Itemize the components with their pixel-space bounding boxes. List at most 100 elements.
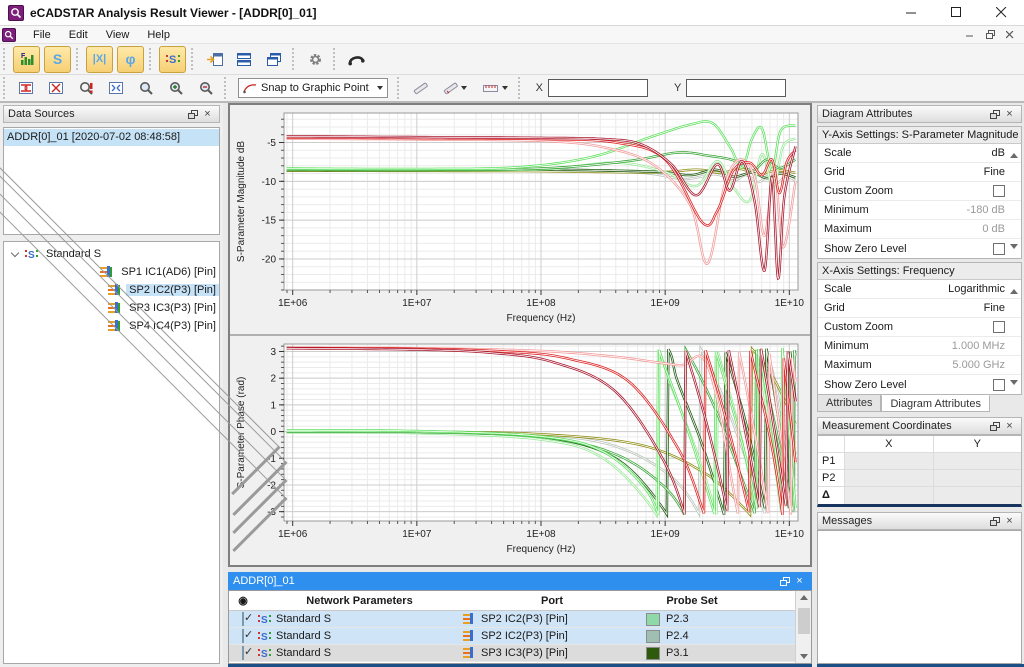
- svg-text:S: S: [261, 615, 268, 625]
- diagram-window: 1E+061E+071E+081E+091E+10-5-10-15-20Freq…: [228, 103, 812, 567]
- scroll-up-icon[interactable]: [1010, 289, 1018, 294]
- scroll-up-icon[interactable]: [1010, 153, 1018, 158]
- panel-float-button[interactable]: [987, 514, 1002, 528]
- attr-row-minimum[interactable]: Minimum1.000 MHz: [818, 337, 1021, 356]
- menu-edit[interactable]: Edit: [60, 26, 97, 44]
- zoom-selection-icon[interactable]: [73, 76, 99, 100]
- maximize-button[interactable]: [934, 0, 979, 25]
- panel-float-button[interactable]: [987, 419, 1002, 433]
- messages-title: Messages: [822, 515, 987, 527]
- minimize-button[interactable]: [889, 0, 934, 25]
- attr-row-scale[interactable]: ScaledB: [818, 144, 1021, 163]
- zoom-in-icon[interactable]: [163, 76, 189, 100]
- menu-view[interactable]: View: [97, 26, 139, 44]
- settings-gear-icon[interactable]: [302, 47, 328, 71]
- app-icon: [8, 5, 24, 21]
- magnitude-button[interactable]: |X|: [86, 46, 113, 73]
- scroll-down-icon[interactable]: [800, 654, 808, 659]
- diagram-attributes-title: Diagram Attributes: [822, 108, 987, 120]
- mdi-restore-button[interactable]: [980, 27, 1000, 42]
- axis-tick-label: 1E+10: [775, 298, 805, 309]
- scroll-up-icon[interactable]: [800, 595, 808, 600]
- toolbar-grip: [333, 48, 338, 70]
- custom-zoom-checkbox[interactable]: [993, 321, 1005, 333]
- attr-row-maximum[interactable]: Maximum0 dB: [818, 220, 1021, 239]
- panel-float-button[interactable]: [777, 574, 792, 588]
- chevron-down-icon: [377, 86, 383, 90]
- attr-row-custom-zoom[interactable]: Custom Zoom: [818, 318, 1021, 337]
- panel-float-button[interactable]: [185, 107, 200, 121]
- scroll-down-icon[interactable]: [1010, 244, 1018, 249]
- y-axis-settings-header: Y-Axis Settings: S-Parameter Magnitude: [818, 127, 1021, 144]
- zoom-out-icon[interactable]: [193, 76, 219, 100]
- measurement-coordinates-panel: Measurement Coordinates × XY P1 P2 Δ: [817, 417, 1022, 507]
- zoom-window-icon[interactable]: [133, 76, 159, 100]
- panel-close-icon[interactable]: ×: [1002, 107, 1017, 121]
- s-parameter-button[interactable]: S: [44, 46, 71, 73]
- measure-distance-icon[interactable]: [407, 76, 433, 100]
- attr-row-grid[interactable]: GridFine: [818, 299, 1021, 318]
- fit-all-icon[interactable]: [43, 76, 69, 100]
- row-checkbox[interactable]: [242, 646, 244, 660]
- tree-item-label[interactable]: SP2 IC2(P3) [Pin]: [126, 284, 219, 296]
- table-scrollbar[interactable]: [795, 591, 811, 663]
- axis-tick-label: 1E+09: [651, 529, 681, 540]
- fit-view-icon[interactable]: [103, 76, 129, 100]
- panel-close-icon[interactable]: ×: [1002, 514, 1017, 528]
- show-zero-checkbox[interactable]: [993, 243, 1005, 255]
- close-button[interactable]: [979, 0, 1024, 25]
- show-diagram-button[interactable]: F: [13, 46, 40, 73]
- magnitude-chart[interactable]: 1E+061E+071E+081E+091E+10-5-10-15-20Freq…: [230, 105, 810, 334]
- menu-help[interactable]: Help: [138, 26, 179, 44]
- column-port: Port: [462, 595, 642, 607]
- snap-mode-select[interactable]: Snap to Graphic Point: [238, 78, 388, 98]
- attr-row-grid[interactable]: GridFine: [818, 163, 1021, 182]
- toolbar-grip: [224, 77, 229, 99]
- table-row[interactable]: SStandard S SP2 IC2(P3) [Pin] P2.4: [229, 628, 795, 645]
- tree-item-label[interactable]: SP1 IC1(AD6) [Pin]: [118, 266, 219, 278]
- attr-row-scale[interactable]: ScaleLogarithmic: [818, 280, 1021, 299]
- phase-chart[interactable]: 1E+061E+071E+081E+091E+103210-1-2-3Frequ…: [230, 336, 810, 565]
- mdi-close-button[interactable]: [1000, 27, 1020, 42]
- document-icon[interactable]: [2, 28, 16, 42]
- cell-probe: P3.1: [666, 647, 689, 659]
- cascade-windows-icon[interactable]: [261, 47, 287, 71]
- attr-row-minimum[interactable]: Minimum-180 dB: [818, 201, 1021, 220]
- fit-height-icon[interactable]: [13, 76, 39, 100]
- table-row[interactable]: SStandard S SP2 IC2(P3) [Pin] P2.3: [229, 611, 795, 628]
- measure-mode-dropdown[interactable]: [437, 76, 473, 100]
- row-checkbox[interactable]: [242, 629, 244, 643]
- menu-bar: File Edit View Help: [0, 26, 1024, 44]
- list-item-addr01[interactable]: ADDR[0]_01 [2020-07-02 08:48:58]: [4, 129, 219, 146]
- tile-horizontal-icon[interactable]: [231, 47, 257, 71]
- table-row[interactable]: SStandard S SP3 IC3(P3) [Pin] P3.1: [229, 645, 795, 662]
- panel-close-icon[interactable]: ×: [792, 574, 807, 588]
- phase-button[interactable]: φ: [117, 46, 144, 73]
- row-checkbox[interactable]: [242, 612, 244, 626]
- ruler-horizontal-dropdown[interactable]: [477, 76, 513, 100]
- phone-handset-icon[interactable]: [343, 47, 369, 71]
- scroll-down-icon[interactable]: [1010, 380, 1018, 385]
- mdi-minimize-button[interactable]: [960, 27, 980, 42]
- menu-file[interactable]: File: [24, 26, 60, 44]
- axis-tick-label: 0: [270, 427, 276, 438]
- panel-float-button[interactable]: [987, 107, 1002, 121]
- attr-row-show-zero[interactable]: Show Zero Level: [818, 239, 1021, 258]
- x-coordinate-input[interactable]: [548, 79, 648, 97]
- delta-x-cell: [844, 487, 933, 504]
- data-sources-tree[interactable]: S Standard S SP1 IC1(AD6) [Pin] SP2 IC2(…: [3, 241, 220, 664]
- attr-row-custom-zoom[interactable]: Custom Zoom: [818, 182, 1021, 201]
- attr-row-maximum[interactable]: Maximum5.000 GHz: [818, 356, 1021, 375]
- standard-s-button[interactable]: S: [159, 46, 186, 73]
- dock-window-icon[interactable]: [201, 47, 227, 71]
- tab-attributes[interactable]: Attributes: [817, 395, 881, 412]
- scrollbar-thumb[interactable]: [798, 608, 810, 634]
- tab-diagram-attributes[interactable]: Diagram Attributes: [881, 395, 989, 412]
- panel-close-icon[interactable]: ×: [200, 107, 215, 121]
- show-zero-checkbox[interactable]: [993, 379, 1005, 391]
- y-coordinate-input[interactable]: [686, 79, 786, 97]
- messages-content[interactable]: [817, 530, 1022, 664]
- panel-close-icon[interactable]: ×: [1002, 419, 1017, 433]
- attr-row-show-zero[interactable]: Show Zero Level: [818, 375, 1021, 394]
- custom-zoom-checkbox[interactable]: [993, 185, 1005, 197]
